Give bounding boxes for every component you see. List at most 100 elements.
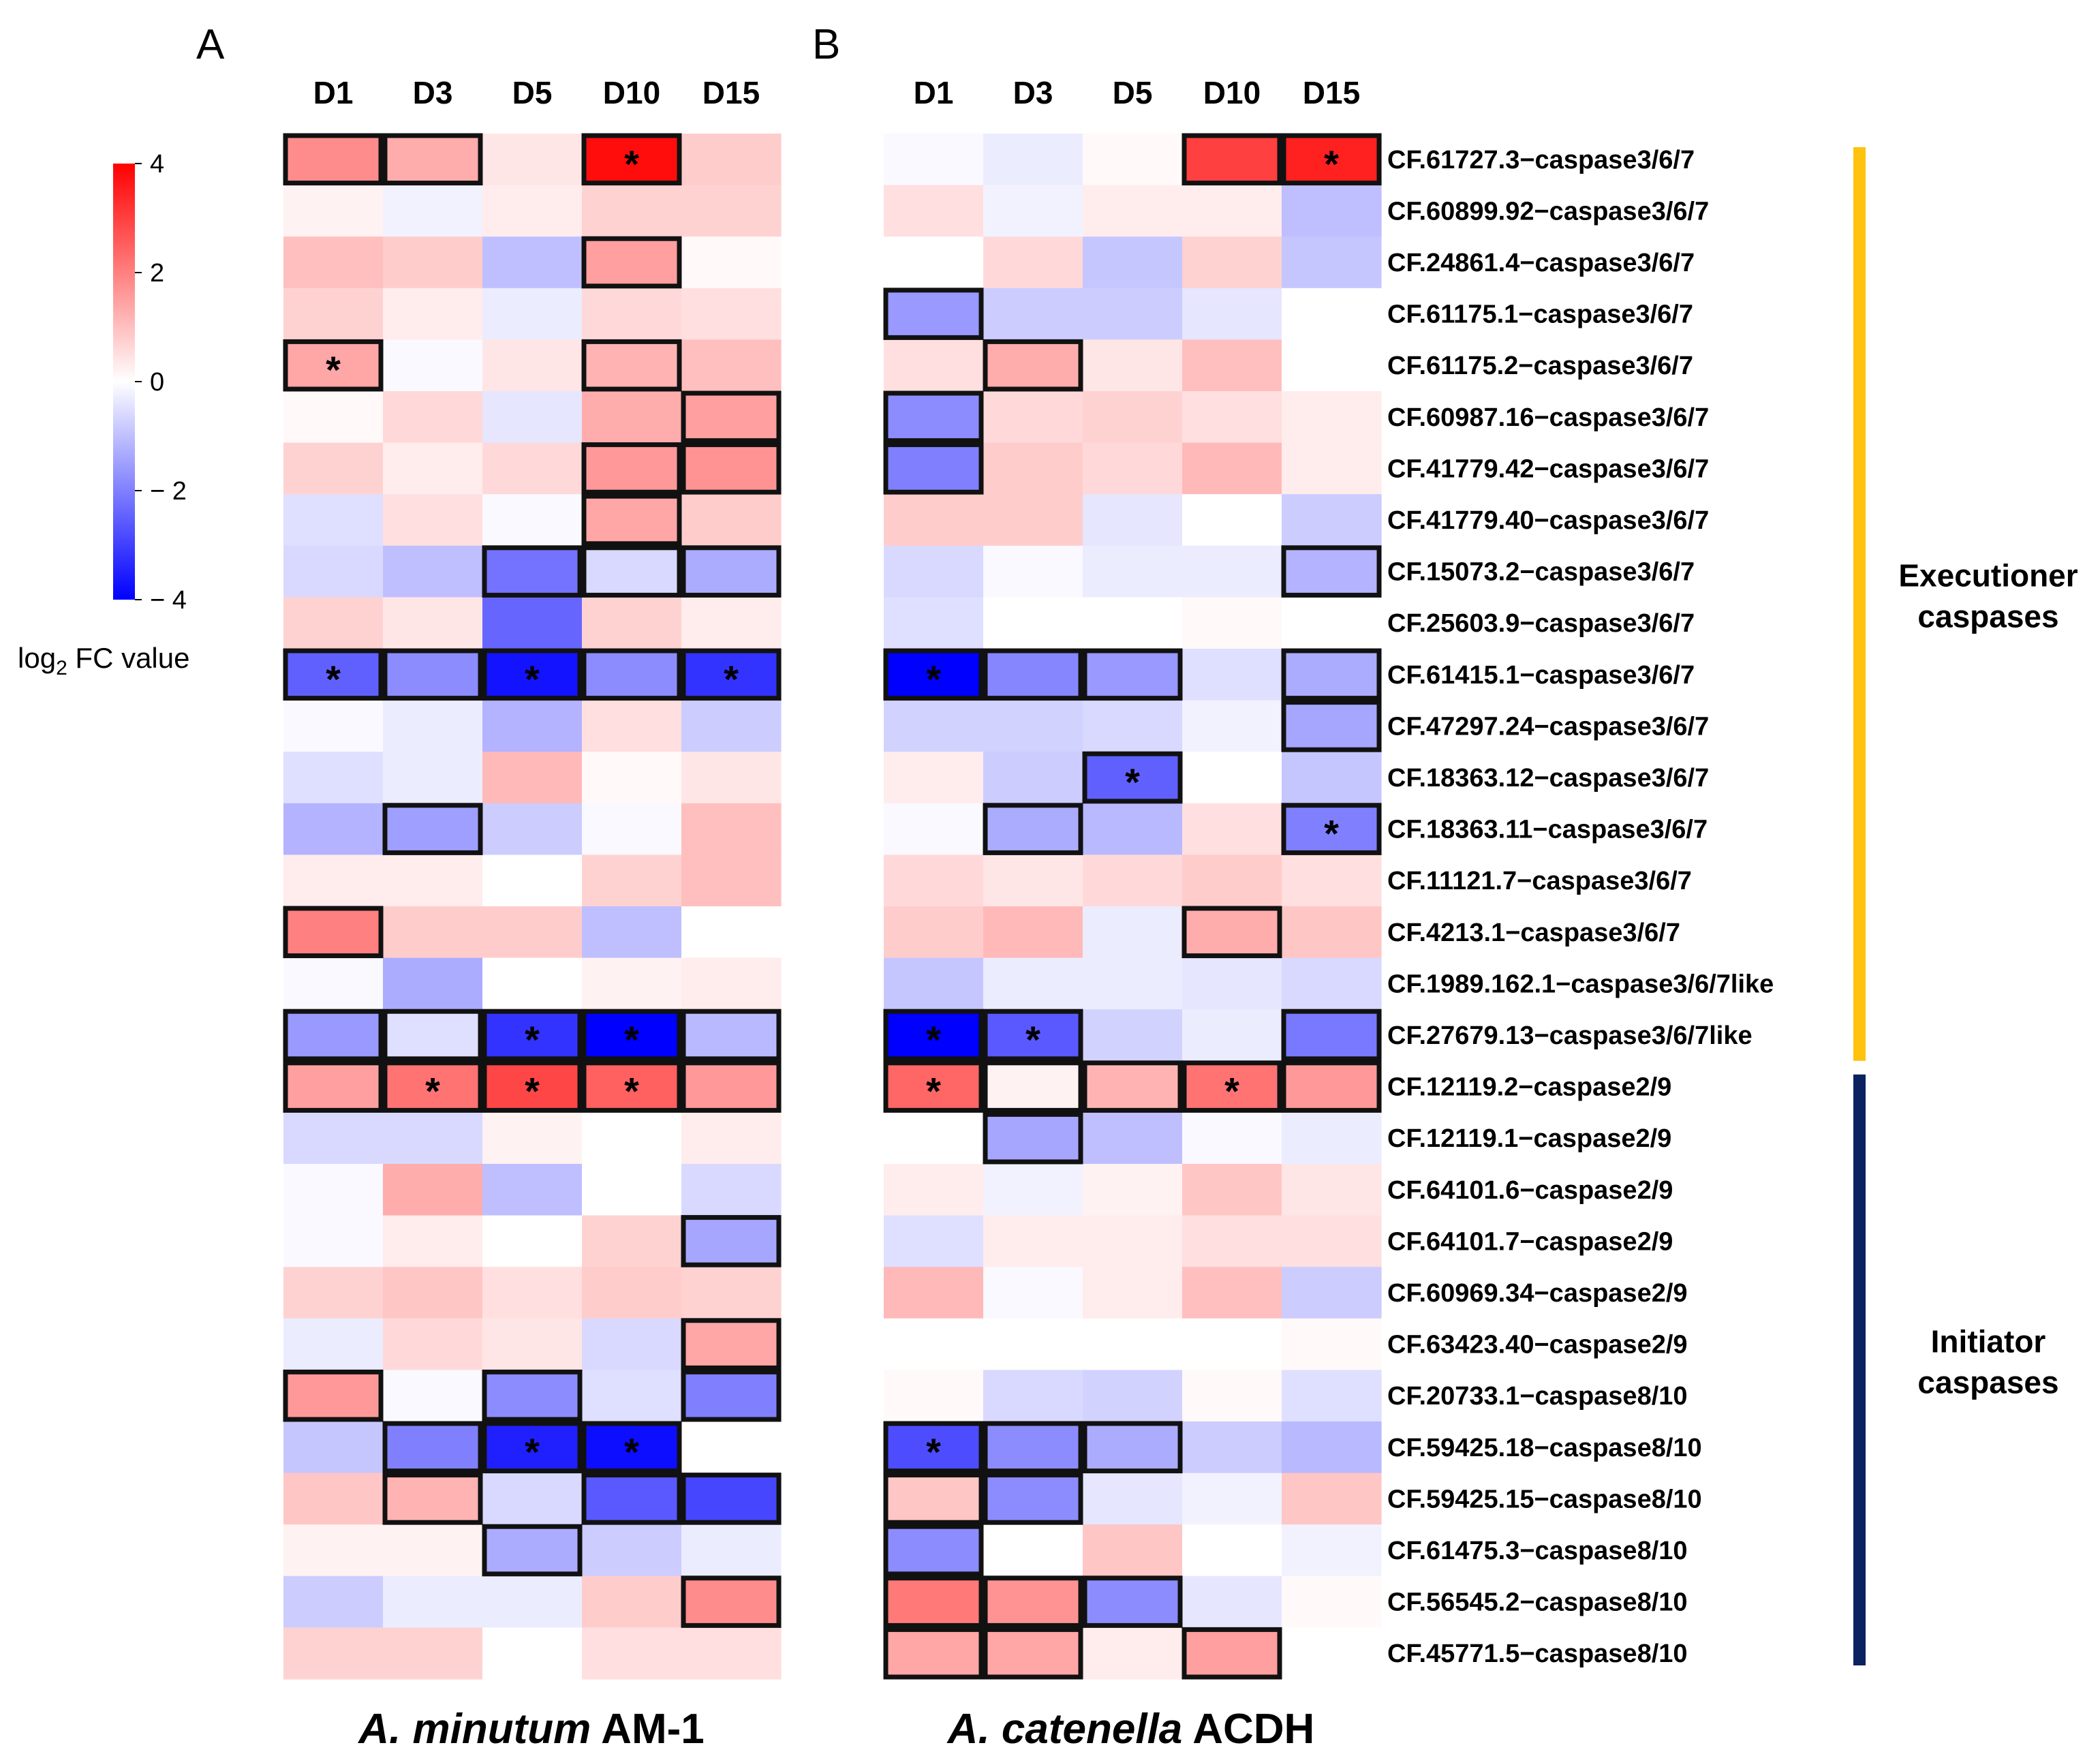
column-label: D10 bbox=[1203, 75, 1261, 110]
significance-box bbox=[1082, 1575, 1183, 1628]
heatmap-cell bbox=[681, 1473, 782, 1525]
row-label: CF.61175.1−caspase3/6/7 bbox=[1387, 301, 1693, 329]
heatmap-cell bbox=[482, 1164, 583, 1216]
heatmap-cell bbox=[681, 1215, 782, 1267]
heatmap-cell bbox=[1282, 1318, 1382, 1370]
heatmap-cell bbox=[983, 1421, 1083, 1474]
significance-box bbox=[681, 1060, 782, 1113]
row-label: CF.41779.40−caspase3/6/7 bbox=[1387, 506, 1709, 535]
significance-stars: * * * * * * * * * * * * bbox=[326, 142, 739, 1473]
column-label: D15 bbox=[1303, 75, 1360, 110]
significance-box bbox=[283, 1060, 384, 1113]
heatmap-cell bbox=[681, 957, 782, 1010]
significance-box bbox=[581, 648, 682, 701]
heatmap-cell bbox=[1282, 1575, 1382, 1628]
heatmap-cell bbox=[1083, 1627, 1183, 1680]
heatmap-cell bbox=[1182, 1060, 1282, 1113]
significance-star: * bbox=[1324, 812, 1339, 855]
heatmap-cell bbox=[884, 957, 984, 1010]
heatmap-cell bbox=[1083, 1421, 1183, 1474]
row-label: CF.41779.42−caspase3/6/7 bbox=[1387, 455, 1709, 483]
significance-box bbox=[681, 1318, 782, 1370]
significance-box bbox=[1182, 133, 1282, 186]
significance-star: * bbox=[624, 1430, 639, 1473]
heatmap-cell bbox=[1282, 1370, 1382, 1422]
heatmap-cell bbox=[983, 1627, 1083, 1680]
heatmap-cell bbox=[283, 236, 384, 289]
heatmap-cell bbox=[482, 1267, 583, 1319]
heatmap-cell bbox=[1182, 391, 1282, 444]
heatmap-cell bbox=[1182, 649, 1282, 701]
significance-stars: * * * * * * * * * bbox=[926, 142, 1339, 1473]
significance-box bbox=[1082, 751, 1183, 804]
significance-box bbox=[681, 390, 782, 444]
heatmap-cell bbox=[582, 855, 682, 907]
heatmap-cell bbox=[383, 957, 483, 1010]
row-label: CF.64101.6−caspase2/9 bbox=[1387, 1176, 1673, 1205]
heatmap-cell bbox=[983, 1524, 1083, 1577]
significance-box bbox=[681, 1009, 782, 1062]
heatmap-cell bbox=[1083, 803, 1183, 855]
heatmap-cell bbox=[1182, 1370, 1282, 1422]
significance-star: * bbox=[926, 1018, 941, 1061]
significance-box bbox=[983, 339, 1083, 392]
heatmap-cell bbox=[582, 494, 682, 547]
significance-star: * bbox=[1324, 142, 1339, 185]
row-label: CF.4213.1−caspase3/6/7 bbox=[1387, 919, 1680, 947]
color-legend: 4 2 0 − 2 − 4 log2 FC value bbox=[18, 150, 189, 679]
heatmap-cell bbox=[884, 855, 984, 907]
heatmap-cell bbox=[1182, 1473, 1282, 1525]
heatmap-cell bbox=[681, 1524, 782, 1577]
heatmap-cell bbox=[383, 1575, 483, 1628]
row-label: CF.27679.13−caspase3/6/7like bbox=[1387, 1021, 1752, 1050]
heatmap-cell bbox=[482, 1009, 583, 1062]
row-label: CF.24861.4−caspase3/6/7 bbox=[1387, 249, 1695, 277]
heatmap-cell bbox=[482, 597, 583, 649]
heatmap-cell bbox=[283, 442, 384, 495]
heatmap-cell bbox=[1083, 134, 1183, 186]
significance-box bbox=[883, 1627, 984, 1680]
heatmap-cell bbox=[383, 288, 483, 340]
heatmap-cell bbox=[681, 1318, 782, 1370]
heatmap-cell bbox=[283, 957, 384, 1010]
heatmap-cell bbox=[582, 1112, 682, 1165]
heatmap-cell bbox=[681, 906, 782, 959]
significance-star: * bbox=[326, 348, 341, 391]
heatmap-cell bbox=[582, 649, 682, 701]
heatmap-cell bbox=[983, 288, 1083, 340]
row-label: CF.61727.3−caspase3/6/7 bbox=[1387, 146, 1695, 174]
significance-box bbox=[482, 648, 583, 701]
significance-box bbox=[482, 1369, 583, 1422]
heatmap-cell bbox=[383, 1215, 483, 1267]
heatmap-cell bbox=[283, 597, 384, 649]
heatmap-cell bbox=[1182, 185, 1282, 237]
heatmap-cell bbox=[1182, 597, 1282, 649]
significance-box bbox=[482, 545, 583, 598]
heatmap-cell bbox=[383, 700, 483, 752]
heatmap-cell bbox=[383, 1473, 483, 1525]
heatmap-cell bbox=[983, 185, 1083, 237]
heatmap-cell bbox=[1182, 1575, 1282, 1628]
heatmap-cell bbox=[383, 134, 483, 186]
significance-box bbox=[283, 648, 384, 701]
heatmap-cell bbox=[681, 855, 782, 907]
heatmap-cell bbox=[383, 1524, 483, 1577]
row-label: CF.59425.15−caspase8/10 bbox=[1387, 1485, 1702, 1513]
heatmap-cell bbox=[283, 288, 384, 340]
row-label: CF.56545.2−caspase8/10 bbox=[1387, 1588, 1688, 1617]
heatmap-cell bbox=[283, 1060, 384, 1113]
heatmap-cell bbox=[1083, 1473, 1183, 1525]
heatmap-cell bbox=[884, 1473, 984, 1525]
heatmap-cell bbox=[884, 236, 984, 289]
row-label: CF.12119.2−caspase2/9 bbox=[1387, 1073, 1671, 1102]
heatmap-cell bbox=[1083, 288, 1183, 340]
heatmap-cell bbox=[1083, 1215, 1183, 1267]
heatmap-cell bbox=[681, 545, 782, 598]
heatmap-cell bbox=[283, 1164, 384, 1216]
significance-box bbox=[1082, 648, 1183, 701]
significance-box bbox=[983, 1627, 1083, 1680]
heatmap-cell bbox=[983, 1060, 1083, 1113]
row-label: CF.45771.5−caspase8/10 bbox=[1387, 1640, 1688, 1668]
significance-box bbox=[681, 442, 782, 495]
heatmap-cell bbox=[383, 906, 483, 959]
